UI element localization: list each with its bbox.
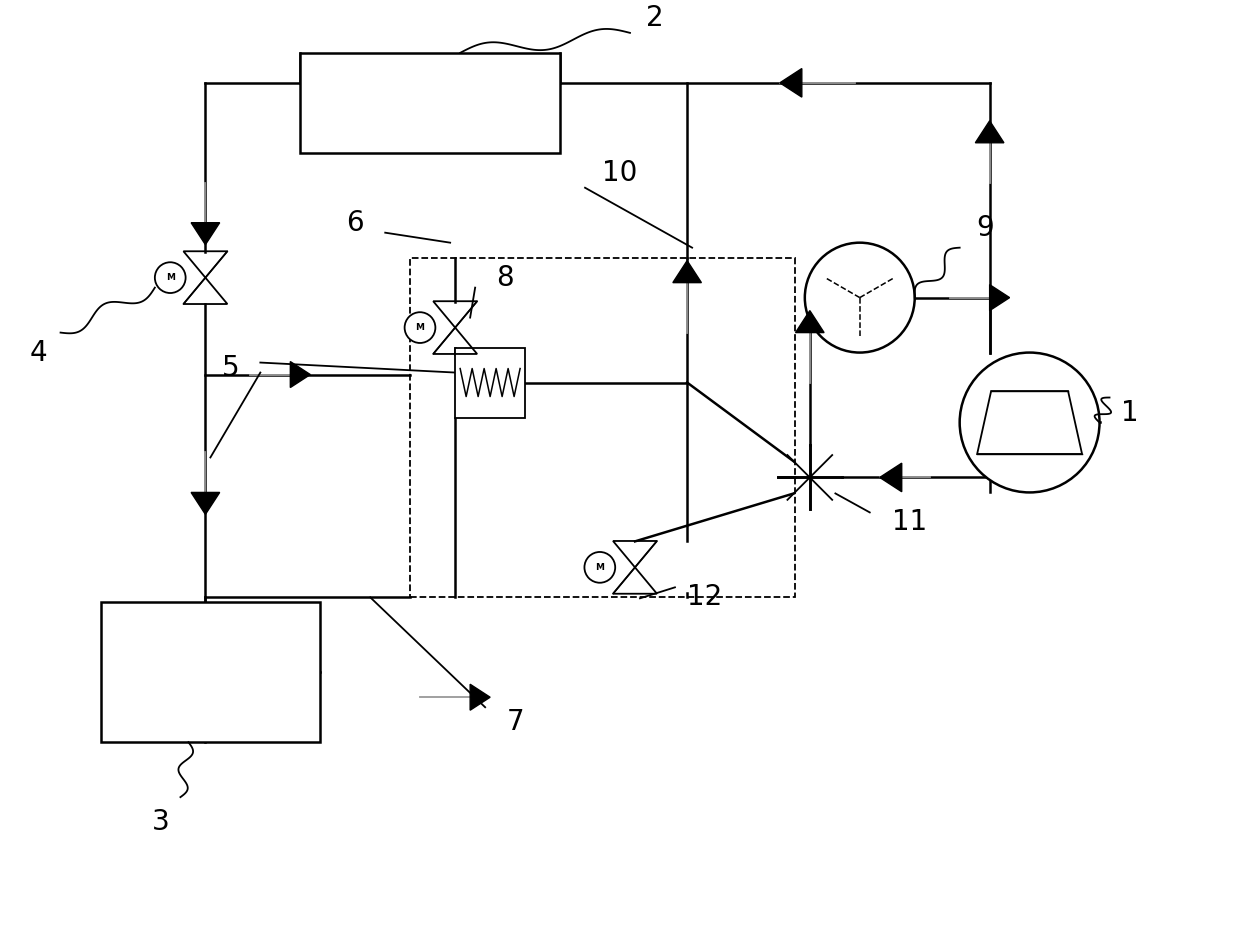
Text: M: M [415,323,424,332]
Text: 6: 6 [346,209,365,237]
Polygon shape [290,362,310,388]
Text: 7: 7 [506,708,525,736]
Text: 10: 10 [603,158,637,186]
Polygon shape [990,284,1009,310]
Text: 5: 5 [222,353,239,381]
Bar [455,348,525,418]
Bar [100,602,320,742]
Polygon shape [976,121,1004,143]
Text: 3: 3 [151,808,170,836]
Bar [300,53,560,153]
Polygon shape [191,223,219,245]
Polygon shape [879,463,901,492]
Text: 11: 11 [892,508,928,537]
Text: 8: 8 [496,264,513,292]
Polygon shape [470,684,490,710]
Polygon shape [191,492,219,514]
Text: 2: 2 [646,4,663,32]
Circle shape [404,312,435,343]
Polygon shape [796,310,825,333]
Circle shape [584,552,615,582]
Circle shape [155,262,186,293]
Bar [410,257,795,597]
Polygon shape [780,69,802,97]
Text: M: M [595,563,604,572]
Polygon shape [673,261,702,282]
Text: 9: 9 [976,213,993,241]
Text: 12: 12 [687,583,723,611]
Text: 4: 4 [30,338,47,366]
Text: 1: 1 [1121,399,1138,427]
Circle shape [960,352,1100,492]
Circle shape [805,242,915,352]
Text: M: M [166,273,175,282]
